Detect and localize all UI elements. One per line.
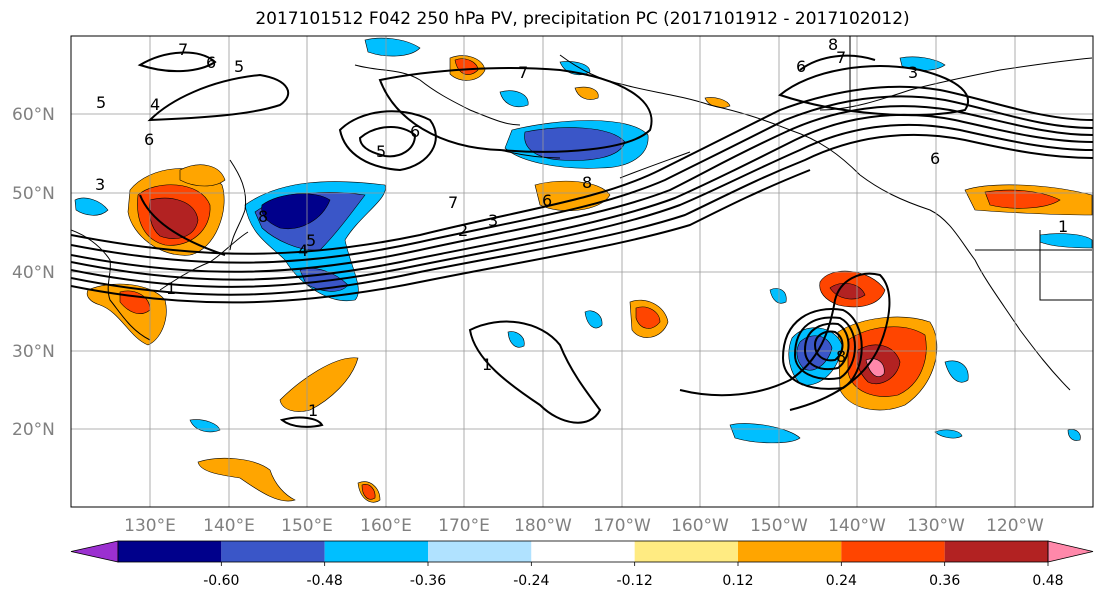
pv-contours bbox=[71, 51, 1093, 428]
colorbar-segment bbox=[531, 541, 635, 562]
colorbar-tick-label: -0.48 bbox=[307, 573, 343, 589]
contour-label: 6 bbox=[410, 122, 420, 141]
contour-label: 1 bbox=[308, 401, 318, 420]
colorbar-segment bbox=[738, 541, 842, 562]
contour-label: 1 bbox=[1058, 217, 1068, 236]
colorbar-extend-max bbox=[1047, 540, 1094, 563]
lon-label: 140°W bbox=[828, 516, 886, 536]
lon-label: 130°E bbox=[124, 516, 176, 536]
colorbar-tick-label: 0.24 bbox=[826, 573, 857, 589]
colorbar-segment bbox=[634, 541, 738, 562]
contour-label: 6 bbox=[930, 149, 940, 168]
contour-label: 4 bbox=[298, 241, 308, 260]
map-title: 2017101512 F042 250 hPa PV, precipitatio… bbox=[255, 9, 910, 29]
colorbar-segment bbox=[221, 541, 325, 562]
lat-label: 60°N bbox=[12, 105, 55, 125]
contour-label: 3 bbox=[95, 175, 105, 194]
contour-label: 4 bbox=[150, 95, 160, 114]
contour-label: 1 bbox=[482, 355, 492, 374]
contour-label: 5 bbox=[234, 57, 244, 76]
contour-label: 6 bbox=[796, 57, 806, 76]
lon-label: 180°W bbox=[514, 516, 572, 536]
colorbar-tick-label: -0.12 bbox=[617, 573, 653, 589]
lon-label: 160°E bbox=[360, 516, 412, 536]
contour-label: 1 bbox=[166, 279, 176, 298]
colorbar-segment bbox=[118, 541, 222, 562]
colorbar: -0.60 -0.48 -0.36 -0.24 -0.12 0.12 0.24 0.36 0.4… bbox=[70, 540, 1094, 589]
colorbar-tick-label: -0.60 bbox=[203, 573, 239, 589]
lon-label: 170°E bbox=[438, 516, 490, 536]
colorbar-segment bbox=[841, 541, 945, 562]
contour-label: 7 bbox=[178, 40, 188, 59]
lon-label: 160°W bbox=[671, 516, 729, 536]
precip-shading bbox=[74, 37, 1093, 503]
colorbar-tick-label: -0.36 bbox=[410, 573, 446, 589]
lon-label: 140°E bbox=[203, 516, 255, 536]
lat-label: 40°N bbox=[12, 263, 55, 283]
map-frame bbox=[70, 35, 1094, 508]
contour-label: 6 bbox=[144, 130, 154, 149]
colorbar-extend-min bbox=[70, 540, 119, 563]
contour-label: 8 bbox=[258, 207, 268, 226]
contour-label: 8 bbox=[836, 347, 846, 366]
contour-label: 5 bbox=[96, 93, 106, 112]
contour-label: 7 bbox=[448, 193, 458, 212]
latitude-labels: 60°N 50°N 40°N 30°N 20°N bbox=[12, 105, 55, 440]
colorbar-segment bbox=[944, 541, 1048, 562]
lon-label: 150°E bbox=[281, 516, 333, 536]
lat-label: 20°N bbox=[12, 420, 55, 440]
colorbar-frame bbox=[117, 540, 1049, 563]
contour-labels: 7 6 5 4 5 6 3 5 6 8 4 5 7 2 3 6 8 1 1 1 … bbox=[95, 35, 1068, 420]
colorbar-tick-label: 0.12 bbox=[722, 573, 753, 589]
contour-label: 3 bbox=[488, 211, 498, 230]
colorbar-segment bbox=[428, 541, 532, 562]
contour-label: 8 bbox=[828, 35, 838, 54]
lon-label: 130°W bbox=[907, 516, 965, 536]
contour-label: 8 bbox=[582, 173, 592, 192]
lon-label: 120°W bbox=[986, 516, 1044, 536]
lat-label: 30°N bbox=[12, 342, 55, 362]
colorbar-tick-label: -0.24 bbox=[513, 573, 549, 589]
lon-label: 170°W bbox=[593, 516, 651, 536]
colorbar-tick-label: 0.36 bbox=[929, 573, 960, 589]
contour-label: 6 bbox=[542, 191, 552, 210]
contour-label: 7 bbox=[836, 48, 846, 67]
contour-label: 2 bbox=[458, 221, 468, 240]
lon-label: 150°W bbox=[750, 516, 808, 536]
longitude-labels: 130°E 140°E 150°E 160°E 170°E 180°W 170°… bbox=[124, 516, 1044, 536]
contour-label: 3 bbox=[908, 63, 918, 82]
colorbar-segment bbox=[324, 541, 428, 562]
contour-label: 6 bbox=[206, 53, 216, 72]
contour-label: 7 bbox=[518, 63, 528, 82]
colorbar-tick-label: 0.48 bbox=[1032, 573, 1063, 589]
contour-label: 5 bbox=[306, 231, 316, 250]
lat-label: 50°N bbox=[12, 184, 55, 204]
contour-label: 5 bbox=[376, 142, 386, 161]
